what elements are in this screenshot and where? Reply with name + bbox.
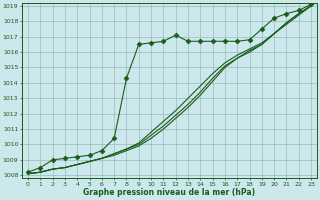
X-axis label: Graphe pression niveau de la mer (hPa): Graphe pression niveau de la mer (hPa): [84, 188, 256, 197]
